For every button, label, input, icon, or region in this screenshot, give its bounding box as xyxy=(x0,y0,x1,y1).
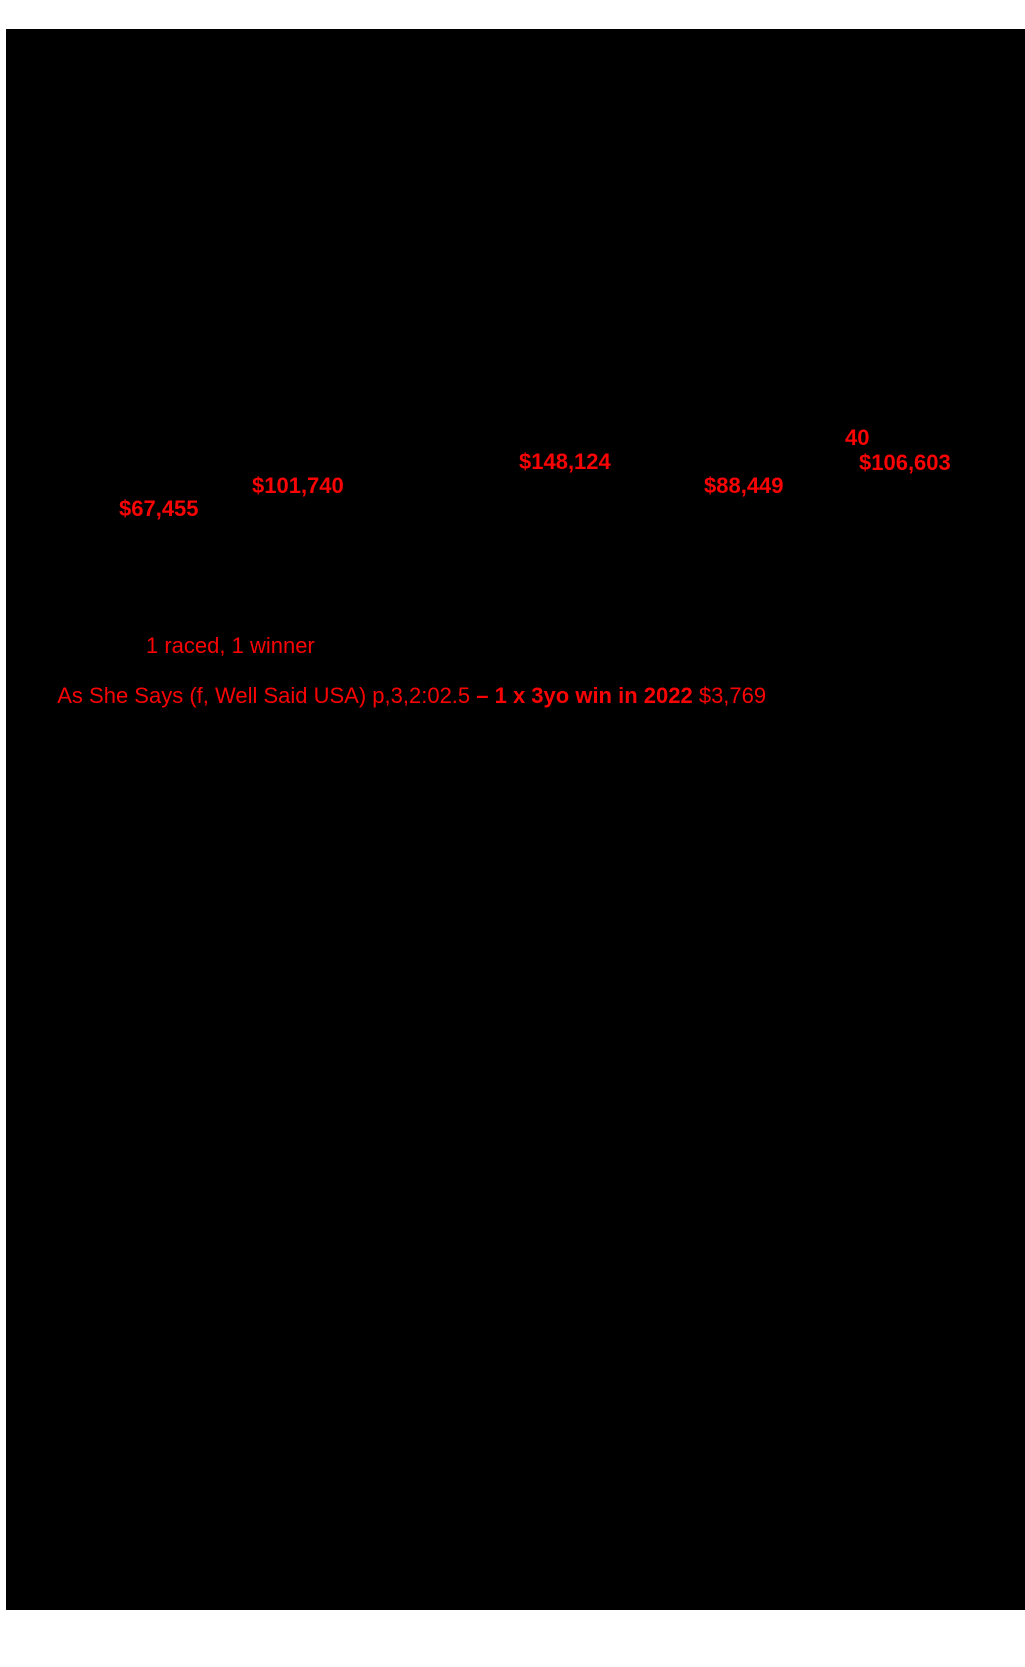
earnings-amount-label-67455: $67,455 xyxy=(119,496,199,521)
page-canvas xyxy=(6,29,1025,1610)
progeny-detail-highlight: – 1 x 3yo win in 2022 xyxy=(476,683,693,708)
earnings-amount-label-88449: $88,449 xyxy=(704,473,784,498)
progeny-detail-suffix: $3,769 xyxy=(692,683,767,708)
progeny-summary-line: 1 raced, 1 winner xyxy=(146,633,315,658)
earnings-amount-label-106603: $106,603 xyxy=(859,450,951,475)
progeny-detail-prefix: As She Says (f, Well Said USA) p,3,2:02.… xyxy=(57,683,477,708)
earnings-count-label: 40 xyxy=(845,425,870,450)
progeny-detail-line: As She Says (f, Well Said USA) p,3,2:02.… xyxy=(34,663,766,729)
earnings-amount-label-101740: $101,740 xyxy=(252,473,344,498)
earnings-amount-label-148124: $148,124 xyxy=(519,449,611,474)
